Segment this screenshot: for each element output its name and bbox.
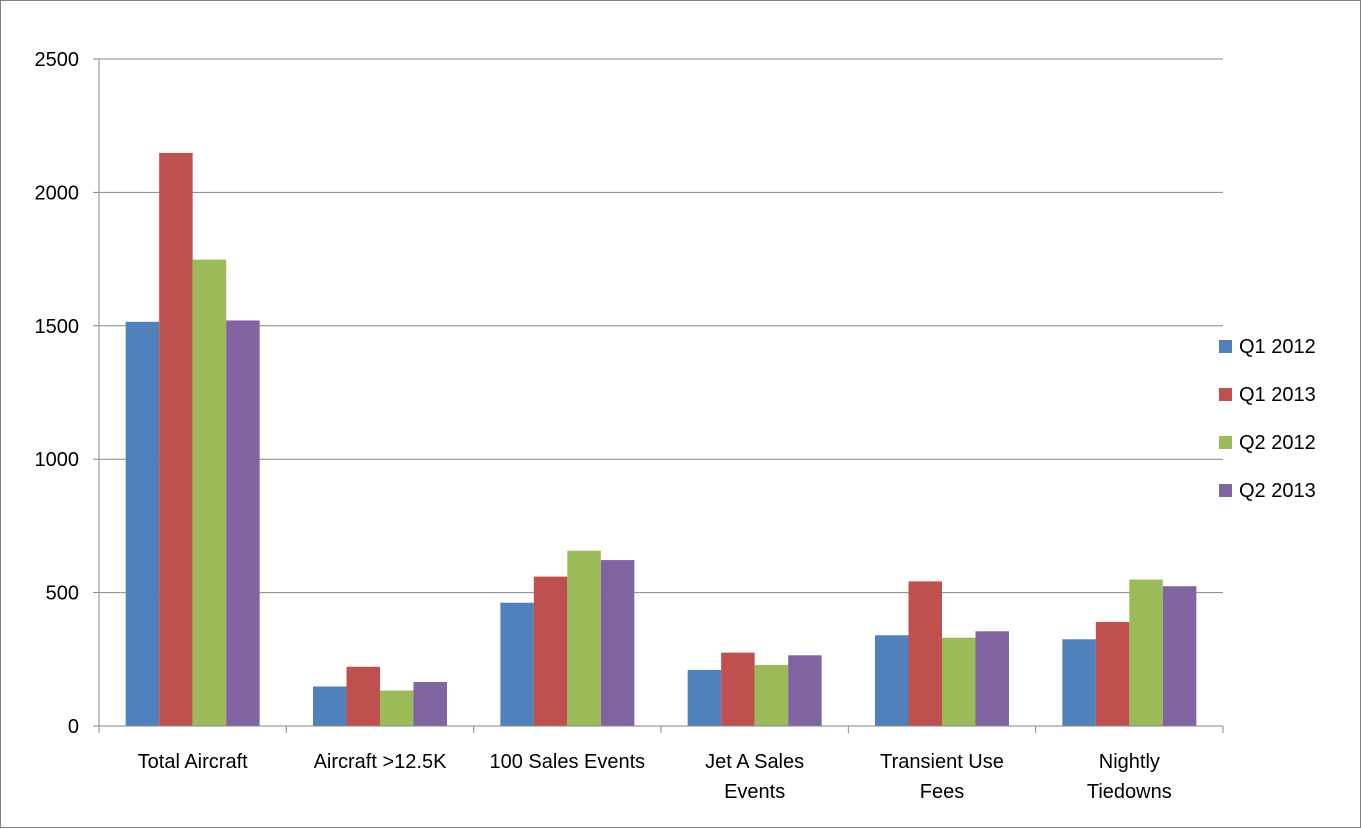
legend-label: Q2 2013 — [1239, 480, 1316, 502]
bar-q2-2012 — [1129, 579, 1163, 726]
bar-q1-2013 — [346, 666, 380, 726]
legend-swatch — [1219, 436, 1232, 449]
bar-q1-2013 — [721, 652, 755, 726]
y-tick-label: 1000 — [35, 449, 80, 471]
legend-swatch — [1219, 388, 1232, 401]
bar-q2-2013 — [788, 655, 822, 726]
legend-swatch — [1219, 340, 1232, 353]
bar-q2-2013 — [975, 631, 1009, 726]
x-tick-label: Aircraft >12.5K — [314, 751, 448, 773]
legend: Q1 2012 Q1 2013 Q2 2012 Q2 2013 — [1219, 336, 1316, 502]
bar-q1-2012 — [1062, 639, 1096, 726]
bar-q1-2012 — [313, 686, 347, 726]
bar-q2-2012 — [942, 637, 976, 726]
axes — [93, 58, 1224, 733]
x-axis-tick-labels: Total Aircraft Aircraft >12.5K 100 Sales E… — [138, 751, 1172, 803]
x-tick-label: Jet A Sales — [705, 751, 804, 773]
bar-q1-2013 — [1095, 621, 1130, 726]
bar-q1-2012 — [500, 602, 534, 726]
y-tick-label: 0 — [68, 716, 79, 738]
bars — [125, 152, 1197, 727]
bar-q2-2012 — [192, 259, 227, 726]
x-tick-label: Tiedowns — [1087, 781, 1172, 803]
y-tick-label: 500 — [46, 583, 79, 605]
legend-label: Q1 2013 — [1239, 384, 1316, 406]
bar-q2-2012 — [380, 690, 414, 726]
y-tick-label: 2500 — [35, 49, 80, 71]
legend-label: Q2 2012 — [1239, 432, 1316, 454]
y-tick-label: 2000 — [35, 182, 80, 204]
x-tick-label: Events — [724, 781, 785, 803]
bar-q1-2013 — [159, 152, 193, 727]
x-tick-label: Total Aircraft — [138, 751, 248, 773]
bar-q1-2013 — [908, 581, 942, 726]
x-tick-label: Transient Use — [880, 751, 1004, 773]
bar-q1-2012 — [687, 669, 722, 726]
bar-q1-2012 — [125, 321, 160, 726]
bar-q2-2013 — [600, 560, 635, 726]
legend-label: Q1 2012 — [1239, 336, 1316, 358]
bar-q2-2012 — [754, 664, 789, 726]
x-tick-label: Fees — [920, 781, 964, 803]
bar-q2-2013 — [413, 681, 447, 726]
x-tick-label: 100 Sales Events — [490, 751, 646, 773]
bar-q2-2013 — [226, 320, 260, 726]
y-axis-tick-labels: 0 500 1000 1500 2000 2500 — [35, 49, 80, 738]
legend-swatch — [1219, 484, 1232, 497]
bar-q1-2013 — [533, 576, 568, 726]
y-tick-label: 1500 — [35, 316, 80, 338]
x-tick-label: Nightly — [1099, 751, 1160, 773]
bar-q1-2012 — [875, 635, 909, 726]
gridlines — [99, 58, 1223, 594]
bar-q2-2012 — [567, 550, 601, 726]
bar-q2-2013 — [1162, 586, 1197, 726]
